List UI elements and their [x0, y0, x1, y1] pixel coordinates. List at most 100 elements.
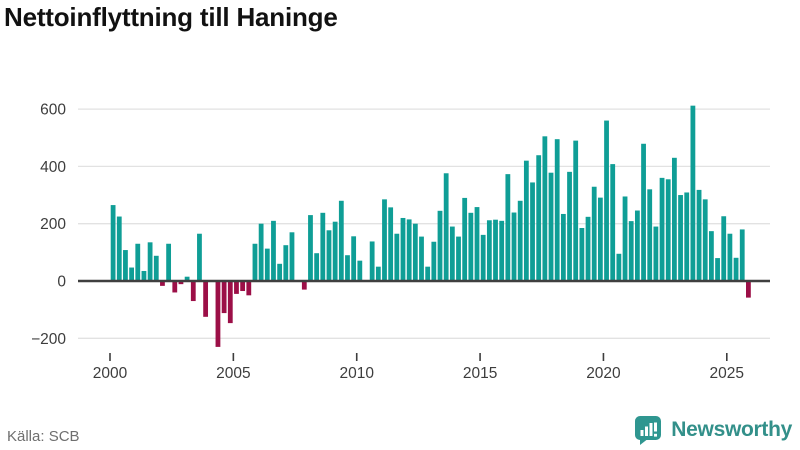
bar [357, 260, 363, 281]
bar [190, 281, 196, 302]
bar [289, 232, 295, 281]
bar [406, 219, 412, 281]
bar [172, 281, 178, 293]
y-axis-label: 400 [40, 159, 66, 176]
bar [517, 200, 523, 281]
bar [610, 164, 616, 281]
bar [653, 226, 659, 281]
bar [283, 245, 289, 281]
newsworthy-wordmark: Newsworthy [671, 418, 792, 441]
x-axis-label: 2005 [216, 365, 250, 382]
bar [647, 189, 653, 281]
bar [659, 177, 665, 281]
bar [474, 207, 480, 281]
bar [480, 234, 486, 281]
bar [628, 221, 634, 281]
y-axis-label: 0 [57, 274, 66, 291]
bar [252, 243, 258, 281]
bar [622, 196, 628, 281]
bar [585, 216, 591, 281]
bar [536, 155, 542, 281]
bar [665, 179, 671, 281]
x-axis-label: 2015 [463, 365, 497, 382]
bar [690, 105, 696, 281]
bar [554, 139, 560, 281]
bar [258, 223, 264, 281]
bar [166, 243, 172, 281]
bar [634, 210, 640, 281]
bar [394, 233, 400, 281]
bar [351, 236, 357, 281]
bar [178, 281, 184, 285]
bar [369, 241, 375, 281]
x-axis-label: 2020 [586, 365, 621, 382]
bar [400, 217, 406, 281]
bar [153, 255, 159, 281]
bar [345, 255, 350, 281]
bar [147, 242, 153, 281]
y-axis-label: −200 [31, 331, 66, 348]
bar [560, 213, 566, 281]
bar [443, 173, 449, 281]
bar [702, 199, 708, 281]
bar [604, 120, 609, 281]
bar [567, 171, 572, 281]
bar [449, 226, 455, 281]
bar [110, 205, 116, 281]
bar [499, 220, 505, 281]
bar [468, 212, 474, 281]
bar [597, 197, 603, 281]
bar [733, 257, 739, 281]
bar [573, 140, 579, 281]
bar [493, 219, 498, 281]
bar [215, 281, 221, 347]
bar [727, 233, 733, 281]
bar [678, 195, 683, 281]
bar [641, 143, 646, 281]
bar [591, 186, 597, 281]
bar [739, 229, 745, 281]
bar [320, 212, 326, 281]
bar [184, 276, 190, 281]
source-label: Källa: SCB [7, 428, 80, 445]
bar [326, 230, 332, 281]
bar [160, 281, 165, 286]
bar [486, 220, 492, 281]
bar [332, 221, 338, 281]
chart-title: Nettoinflyttning till Haninge [4, 2, 338, 32]
bar [505, 174, 511, 281]
bar [375, 266, 381, 281]
bar [530, 182, 535, 281]
bar [197, 233, 202, 281]
bar [511, 212, 517, 281]
bar [425, 266, 431, 281]
bar [271, 220, 276, 281]
bar [548, 172, 554, 281]
bar [412, 223, 418, 281]
bar [542, 136, 548, 281]
newsworthy-icon [635, 415, 662, 445]
bar [523, 160, 529, 281]
bar [246, 281, 252, 296]
y-axis-label: 200 [40, 216, 66, 233]
newsworthy-logo[interactable]: Newsworthy [633, 414, 792, 446]
x-axis-label: 2010 [339, 365, 374, 382]
bar [123, 250, 128, 281]
bar [141, 270, 147, 281]
bar [135, 243, 141, 281]
bar [616, 253, 622, 281]
bar [715, 258, 720, 281]
bar [708, 231, 714, 281]
bar [308, 215, 313, 281]
bar [419, 236, 424, 281]
bar [314, 253, 320, 281]
bar [129, 267, 135, 281]
bar [437, 210, 443, 281]
bar [746, 281, 751, 298]
bar [431, 241, 437, 281]
bar [203, 281, 209, 317]
bar [301, 281, 307, 290]
bar [277, 263, 283, 281]
bar [221, 281, 227, 314]
